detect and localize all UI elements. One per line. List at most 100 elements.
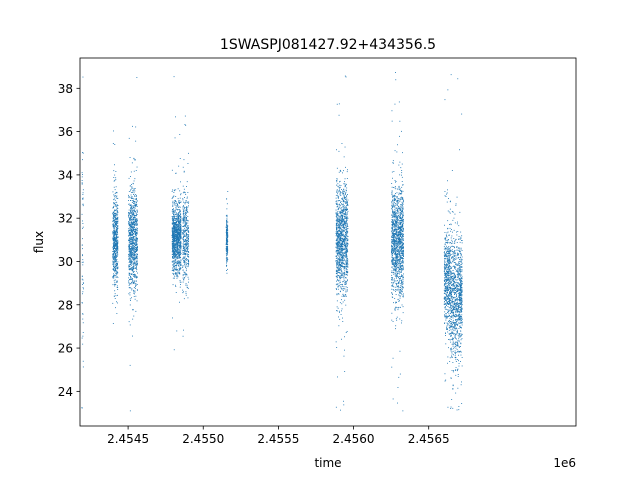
data-point bbox=[177, 251, 179, 253]
data-point bbox=[399, 257, 401, 259]
data-point bbox=[402, 199, 404, 201]
data-point bbox=[188, 245, 190, 247]
data-point bbox=[133, 217, 134, 219]
data-point bbox=[178, 165, 180, 167]
data-point bbox=[392, 209, 394, 211]
data-point bbox=[129, 254, 131, 256]
data-point bbox=[173, 251, 174, 253]
data-point bbox=[113, 212, 115, 214]
data-point bbox=[339, 250, 341, 252]
data-point bbox=[177, 251, 179, 253]
data-point bbox=[345, 252, 347, 254]
data-point bbox=[391, 251, 393, 252]
data-point bbox=[397, 188, 398, 190]
data-point bbox=[338, 260, 340, 261]
data-point bbox=[134, 243, 136, 245]
data-point bbox=[115, 225, 116, 227]
data-point bbox=[115, 227, 117, 229]
data-point bbox=[400, 285, 402, 286]
data-point bbox=[130, 268, 132, 270]
data-point bbox=[339, 290, 341, 292]
data-point bbox=[133, 217, 135, 219]
data-point bbox=[393, 259, 395, 261]
data-point bbox=[183, 246, 184, 248]
data-point bbox=[135, 280, 137, 282]
data-point bbox=[174, 210, 176, 212]
data-point bbox=[342, 190, 343, 192]
data-point bbox=[177, 204, 179, 206]
data-point bbox=[130, 233, 131, 235]
data-point bbox=[177, 245, 179, 247]
data-point bbox=[399, 259, 401, 261]
data-point bbox=[128, 280, 129, 282]
data-point bbox=[134, 239, 136, 241]
data-point bbox=[226, 232, 228, 234]
data-point bbox=[114, 245, 116, 247]
data-point bbox=[346, 200, 347, 202]
data-point bbox=[338, 240, 340, 242]
data-point bbox=[397, 225, 399, 226]
data-point bbox=[344, 255, 346, 257]
data-point bbox=[112, 262, 114, 264]
data-point bbox=[115, 266, 117, 267]
data-point bbox=[112, 226, 114, 228]
data-point bbox=[173, 202, 175, 204]
data-point bbox=[336, 263, 338, 265]
data-point bbox=[336, 224, 338, 226]
data-point bbox=[112, 237, 114, 239]
data-point bbox=[137, 247, 138, 248]
data-point bbox=[395, 222, 397, 224]
data-point bbox=[184, 236, 186, 237]
data-point bbox=[135, 251, 136, 253]
data-point bbox=[129, 237, 131, 239]
data-point bbox=[341, 204, 343, 206]
data-point bbox=[184, 192, 186, 194]
data-point bbox=[188, 263, 189, 264]
data-point bbox=[393, 197, 395, 199]
data-point bbox=[399, 288, 401, 290]
data-point bbox=[343, 210, 345, 212]
data-point bbox=[180, 251, 181, 253]
data-point bbox=[341, 248, 343, 250]
data-point bbox=[133, 203, 134, 204]
data-point bbox=[116, 301, 117, 303]
data-point bbox=[339, 181, 340, 183]
data-point bbox=[343, 400, 344, 402]
data-point bbox=[183, 237, 184, 238]
data-point bbox=[342, 288, 344, 290]
data-point bbox=[344, 244, 346, 246]
data-point bbox=[345, 197, 346, 198]
data-point bbox=[114, 204, 116, 206]
data-point bbox=[136, 227, 138, 229]
data-point bbox=[116, 255, 118, 257]
data-point bbox=[184, 124, 186, 125]
data-point bbox=[178, 218, 180, 219]
data-point bbox=[176, 246, 178, 248]
data-point bbox=[340, 215, 342, 216]
data-point bbox=[136, 276, 138, 278]
data-point bbox=[336, 225, 338, 227]
data-point bbox=[135, 220, 136, 222]
data-point bbox=[338, 270, 339, 271]
data-point bbox=[136, 206, 138, 207]
data-point bbox=[113, 235, 115, 237]
data-point bbox=[335, 288, 337, 289]
data-point bbox=[128, 238, 130, 239]
data-point bbox=[128, 264, 130, 266]
data-point bbox=[132, 233, 134, 235]
data-point bbox=[402, 410, 404, 412]
data-point bbox=[183, 212, 184, 214]
data-point bbox=[336, 293, 338, 295]
data-point bbox=[337, 267, 339, 269]
data-point bbox=[226, 215, 228, 217]
data-point bbox=[185, 245, 187, 247]
data-point bbox=[177, 276, 179, 278]
data-point bbox=[339, 224, 341, 226]
data-point bbox=[343, 266, 345, 268]
data-point bbox=[336, 310, 338, 312]
point-cluster-4 bbox=[171, 76, 182, 351]
data-point bbox=[340, 248, 342, 250]
data-point bbox=[343, 183, 345, 185]
data-point bbox=[339, 271, 341, 273]
data-point bbox=[336, 271, 338, 273]
